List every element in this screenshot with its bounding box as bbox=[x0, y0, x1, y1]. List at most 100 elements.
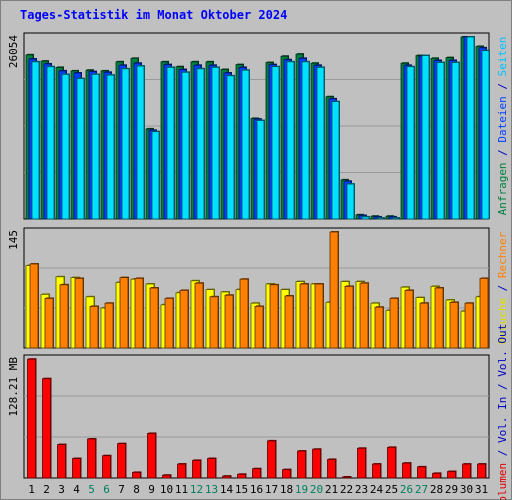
legend-entry: / bbox=[496, 278, 509, 298]
bar-volumen bbox=[177, 463, 186, 479]
bar-seiten bbox=[151, 131, 160, 220]
y-max-label: 128.21 MB bbox=[7, 357, 20, 417]
legend-entry: Vol. Out bbox=[496, 324, 509, 377]
bar-volumen bbox=[27, 358, 36, 479]
legend-entry: Dateien bbox=[496, 96, 509, 142]
bar-volumen bbox=[237, 473, 246, 479]
bar-seiten bbox=[331, 101, 340, 220]
bar-rechner bbox=[464, 302, 474, 349]
panel-frame bbox=[23, 354, 490, 479]
bar-seiten bbox=[241, 69, 250, 220]
x-tick-label: 10 bbox=[160, 483, 173, 496]
panel-visits-hosts: 145 Besuche / Rechner bbox=[7, 227, 509, 349]
bar-volumen bbox=[372, 463, 381, 479]
legend-entry: Vol. In bbox=[496, 397, 509, 443]
x-tick-label: 12 bbox=[190, 483, 203, 496]
bar-seiten bbox=[256, 120, 265, 220]
bar-rechner bbox=[44, 297, 54, 349]
x-tick-label: 28 bbox=[430, 483, 443, 496]
bar-seiten bbox=[121, 68, 130, 220]
panel-volume: 128.21 MB Volumen / Vol. In / Vol. Out bbox=[7, 324, 509, 500]
bar-seiten bbox=[271, 66, 280, 220]
bar-rechner bbox=[299, 283, 309, 349]
bar-rechner bbox=[359, 282, 369, 349]
legend-entry: / bbox=[496, 76, 509, 96]
bar-volumen bbox=[267, 440, 276, 479]
bar-volumen bbox=[447, 471, 456, 479]
bar-rechner bbox=[164, 297, 174, 349]
bar-volumen bbox=[357, 447, 366, 479]
bar-rechner bbox=[134, 277, 144, 349]
bar-rechner bbox=[344, 285, 354, 349]
x-tick-label: 14 bbox=[220, 483, 234, 496]
legend-entry: Volumen bbox=[496, 463, 509, 500]
bar-seiten bbox=[286, 61, 295, 220]
bar-rechner bbox=[314, 283, 324, 349]
panel-legend: Besuche / Rechner bbox=[496, 231, 509, 344]
bar-seiten bbox=[436, 62, 445, 220]
bar-volumen bbox=[117, 443, 126, 479]
bar-seiten bbox=[316, 67, 325, 220]
x-tick-label: 31 bbox=[475, 483, 488, 496]
x-tick-label: 25 bbox=[385, 483, 398, 496]
chart-title: Tages-Statistik im Monat Oktober 2024 bbox=[20, 8, 287, 22]
x-tick-label: 1 bbox=[28, 483, 35, 496]
bar-seiten bbox=[346, 183, 355, 220]
y-max-label: 26054 bbox=[7, 35, 20, 68]
legend-entry: / bbox=[496, 377, 509, 397]
bar-seiten bbox=[76, 78, 85, 220]
panel-requests-files-pages: 26054 Anfragen / Dateien / Seiten bbox=[7, 32, 509, 220]
x-tick-label: 26 bbox=[400, 483, 413, 496]
bar-volumen bbox=[102, 455, 111, 479]
bar-volumen bbox=[402, 462, 411, 479]
bar-volumen bbox=[387, 446, 396, 479]
bar-rechner bbox=[74, 277, 84, 349]
bar-rechner bbox=[119, 277, 129, 349]
bar-rechner bbox=[224, 294, 234, 349]
y-max-label: 145 bbox=[7, 230, 20, 250]
bar-rechner bbox=[254, 305, 264, 349]
bar-rechner bbox=[389, 297, 399, 349]
x-tick-label: 3 bbox=[58, 483, 65, 496]
bar-seiten bbox=[46, 66, 55, 220]
bar-rechner bbox=[239, 278, 249, 349]
bar-rechner bbox=[104, 302, 114, 349]
bar-seiten bbox=[451, 62, 460, 220]
bar-volumen bbox=[342, 476, 351, 479]
x-tick-label: 13 bbox=[205, 483, 218, 496]
bar-rechner bbox=[404, 289, 414, 349]
bar-seiten bbox=[136, 65, 145, 220]
x-tick-label: 21 bbox=[325, 483, 338, 496]
x-tick-label: 17 bbox=[265, 483, 278, 496]
bar-seiten bbox=[376, 217, 385, 220]
bar-rechner bbox=[89, 305, 99, 349]
bar-volumen bbox=[222, 475, 231, 479]
bar-seiten bbox=[391, 217, 400, 220]
bar-volumen bbox=[207, 458, 216, 479]
bar-volumen bbox=[42, 378, 51, 479]
bar-seiten bbox=[166, 67, 175, 220]
bar-seiten bbox=[211, 67, 220, 220]
bar-seiten bbox=[31, 61, 40, 220]
bar-seiten bbox=[181, 71, 190, 220]
x-tick-label: 15 bbox=[235, 483, 248, 496]
x-tick-label: 9 bbox=[148, 483, 155, 496]
bar-volumen bbox=[417, 466, 426, 479]
bar-rechner bbox=[284, 295, 294, 349]
bar-seiten bbox=[196, 68, 205, 220]
legend-entry: Anfragen bbox=[496, 162, 509, 215]
x-tick-label: 27 bbox=[415, 483, 428, 496]
bar-seiten bbox=[421, 55, 430, 220]
bar-seiten bbox=[466, 36, 475, 220]
x-tick-label: 4 bbox=[73, 483, 80, 496]
bar-rechner bbox=[179, 289, 189, 349]
x-tick-label: 22 bbox=[340, 483, 353, 496]
bar-volumen bbox=[87, 438, 96, 479]
bar-rechner bbox=[269, 284, 279, 349]
x-tick-label: 8 bbox=[133, 483, 140, 496]
bar-volumen bbox=[327, 459, 336, 479]
bar-rechner bbox=[209, 296, 219, 349]
x-tick-label: 11 bbox=[175, 483, 188, 496]
bar-volumen bbox=[477, 463, 486, 479]
